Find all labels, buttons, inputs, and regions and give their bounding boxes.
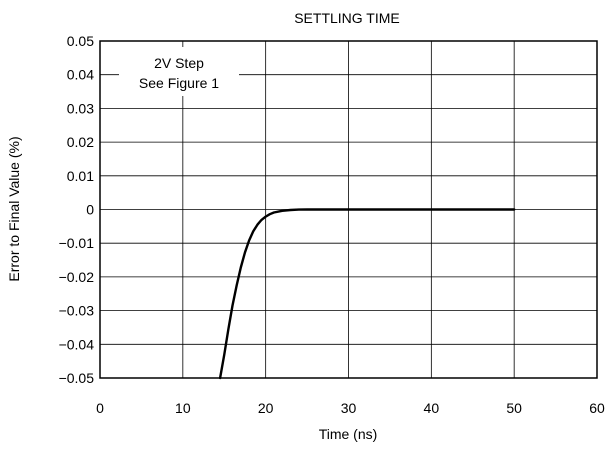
y-tick-label: 0.01 [67,168,94,184]
series-layer [218,208,516,380]
y-tick-label: −0.01 [59,235,95,251]
plot-frame [99,40,598,379]
y-tick-label: −0.05 [59,370,95,386]
annotation-line: See Figure 1 [139,75,219,91]
x-tick-label: 10 [175,400,191,416]
x-axis-label: Time (ns) [319,426,378,442]
y-tick-label: 0.05 [67,33,94,49]
y-tick-label: −0.04 [59,336,95,352]
x-tick-label: 20 [258,400,274,416]
x-tick-label: 60 [589,400,605,416]
y-tick-label: −0.02 [59,269,95,285]
annotation-line: 2V Step [154,55,204,71]
x-tick-label: 0 [96,400,104,416]
annotation-box: 2V Step See Figure 1 [119,47,239,96]
x-tick-label: 30 [341,400,357,416]
y-tick-label: 0 [86,202,94,218]
annotation-background [119,47,239,96]
y-tick-label: 0.02 [67,134,94,150]
tick-layer: 0.05 0.04 0.03 0.02 0.01 0 −0.01 −0.02 −0.03 −0.0… [59,33,605,416]
y-axis-label: Error to Final Value (%) [6,136,22,281]
y-tick-label: 0.03 [67,100,94,116]
y-tick-label: −0.03 [59,303,95,319]
x-tick-label: 50 [506,400,522,416]
series-line [218,208,516,380]
y-tick-label: 0.04 [67,67,94,83]
x-tick-label: 40 [424,400,440,416]
chart-title: SETTLING TIME [294,10,400,26]
